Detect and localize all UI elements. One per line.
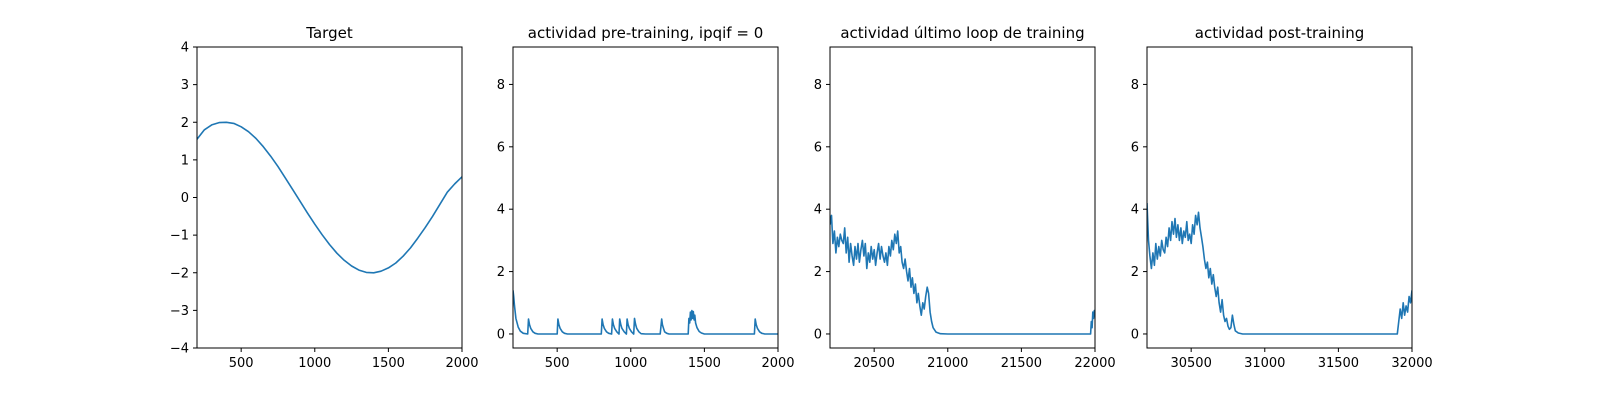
chart-title: actividad último loop de training [840, 24, 1084, 42]
x-tick-label: 20500 [853, 356, 894, 371]
series-line [513, 290, 778, 335]
y-tick-label: 2 [1131, 265, 1139, 280]
series-line [1147, 202, 1412, 335]
x-tick-label: 1500 [372, 356, 405, 371]
y-tick-label: 8 [814, 78, 822, 93]
x-tick-label: 2000 [761, 356, 794, 371]
y-tick-label: 1 [181, 153, 189, 168]
axes-frame [829, 46, 1096, 349]
y-tick-label: 8 [497, 78, 505, 93]
y-tick-label: 3 [181, 78, 189, 93]
y-tick-label: 6 [497, 140, 505, 155]
panel-last-training-loop: actividad último loop de training 20500 21… [814, 24, 1116, 371]
y-tick-label: 6 [814, 140, 822, 155]
x-tick-label: 32000 [1391, 356, 1432, 371]
x-tick-label: 2000 [445, 356, 478, 371]
axes-frame [1146, 46, 1413, 349]
x-tick-label: 22000 [1074, 356, 1115, 371]
x-tick-label: 31000 [1244, 356, 1285, 371]
x-tick-label: 500 [545, 356, 570, 371]
chart-title: Target [305, 24, 353, 42]
chart-title: actividad post-training [1195, 24, 1364, 42]
x-tick-label: 31500 [1318, 356, 1359, 371]
panel-pre-training: actividad pre-training, ipqif = 0 500 1000… [497, 24, 795, 371]
x-tick-label: 21000 [927, 356, 968, 371]
y-tick-label: 8 [1131, 78, 1139, 93]
panel-target: Target 500 1000 1500 2000 −4 −3 −2 −1 0 1 2 3 4 [170, 24, 479, 371]
y-tick-label: 6 [1131, 140, 1139, 155]
axes-frame [512, 46, 779, 349]
y-tick-label: 0 [181, 191, 189, 206]
x-tick-label: 1000 [614, 356, 647, 371]
y-tick-label: −2 [170, 266, 189, 281]
axes-frame [196, 46, 463, 349]
series-line [197, 121, 462, 274]
x-tick-label: 1000 [298, 356, 331, 371]
y-tick-label: −4 [170, 342, 189, 357]
chart-title: actividad pre-training, ipqif = 0 [528, 24, 764, 42]
x-tick-label: 1500 [688, 356, 721, 371]
y-tick-label: 4 [497, 203, 505, 218]
x-tick-label: 21500 [1001, 356, 1042, 371]
y-tick-label: 4 [181, 41, 189, 56]
y-tick-label: −3 [170, 304, 189, 319]
series-line [830, 214, 1095, 335]
y-tick-label: 0 [1131, 327, 1139, 342]
y-tick-label: −1 [170, 229, 189, 244]
panel-post-training: actividad post-training 30500 31000 31500 32… [1131, 24, 1433, 371]
y-tick-label: 4 [814, 203, 822, 218]
x-tick-label: 30500 [1170, 356, 1211, 371]
y-tick-label: 2 [814, 265, 822, 280]
y-tick-label: 2 [497, 265, 505, 280]
y-tick-label: 2 [181, 116, 189, 131]
x-tick-label: 500 [229, 356, 254, 371]
y-tick-label: 0 [497, 327, 505, 342]
y-tick-label: 4 [1131, 203, 1139, 218]
y-tick-label: 0 [814, 327, 822, 342]
